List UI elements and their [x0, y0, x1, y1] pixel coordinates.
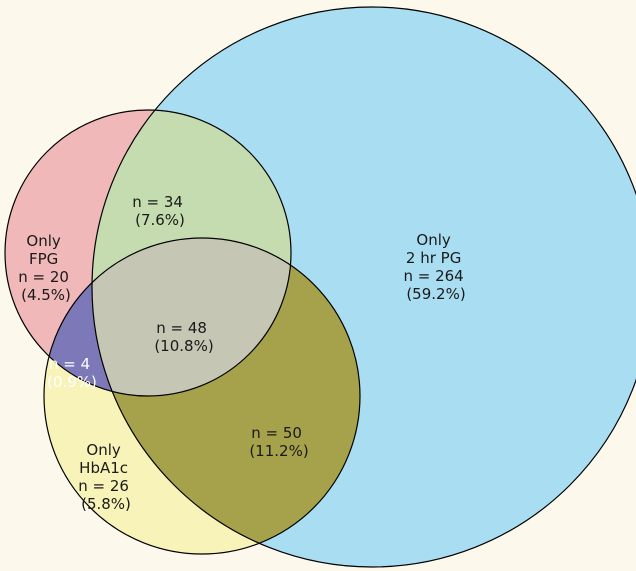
fpg-hba1c-label: n = 4 (0.9%) — [47, 355, 97, 391]
hba1c-only-label: Only HbA1c n = 26 (5.8%) — [78, 441, 133, 513]
hba1c-circle-outline — [43, 237, 361, 555]
pg-circle-outline — [91, 6, 636, 568]
fpg-pg-label: n = 34 (7.6%) — [132, 193, 187, 229]
fpg-circle-outline — [4, 109, 292, 397]
triple-label: n = 48 (10.8%) — [154, 319, 213, 355]
pg-only-label: Only 2 hr PG n = 264 (59.2%) — [403, 231, 468, 303]
fpg-only-label: Only FPG n = 20 (4.5%) — [18, 232, 73, 304]
pg-hba1c-label: n = 50 (11.2%) — [249, 424, 308, 460]
